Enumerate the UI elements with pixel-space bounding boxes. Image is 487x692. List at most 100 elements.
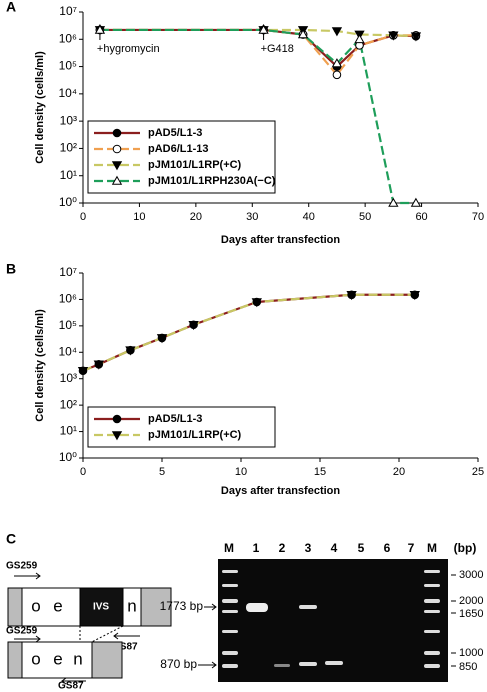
lane-label: 1 [253, 541, 260, 555]
marker [77, 366, 89, 377]
primer-label: GS87 [58, 681, 84, 692]
x-tick-label: 15 [314, 466, 326, 478]
marker [410, 197, 422, 207]
legend-label: pAD5/L1-3 [148, 413, 202, 425]
primer-label: GS259 [6, 626, 38, 637]
band-arrow [198, 661, 217, 669]
y-tick-label: 10⁶ [59, 292, 77, 306]
marker [112, 128, 122, 138]
exon-box [21, 641, 93, 679]
band-label: 1773 bp [160, 599, 204, 613]
exon-label: o [31, 596, 40, 615]
primer-arrow [61, 677, 86, 685]
band [222, 630, 238, 633]
flank [140, 587, 172, 627]
primer-arrow [14, 572, 41, 580]
marker [331, 27, 343, 37]
marker [410, 32, 422, 42]
band [424, 651, 440, 655]
lane-label: (bp) [454, 541, 477, 555]
band [222, 651, 238, 655]
lane-label: 3 [305, 541, 312, 555]
y-tick-label: 10³ [60, 113, 77, 127]
marker-label: 1650 [459, 608, 483, 620]
panel-label: C [6, 531, 16, 547]
band [222, 599, 238, 603]
y-tick-label: 10⁵ [59, 318, 77, 332]
y-axis-label: Cell density (cells/ml) [34, 309, 46, 422]
marker [388, 197, 399, 207]
intron-label: IVS [93, 602, 109, 613]
marker [125, 346, 136, 356]
marker [94, 24, 106, 34]
legend-label: pJM101/L1RP(+C) [148, 429, 242, 441]
panel-c: C o e IVS n GS259 GS87 o e n GS259 GS87 … [6, 531, 483, 692]
legend-label: pAD5/L1-3 [148, 127, 202, 139]
exon-label: o [31, 649, 40, 668]
band [424, 570, 440, 573]
flank [7, 641, 23, 679]
band [325, 661, 343, 665]
chart: B 10⁰ 10¹ 10² 10³ 10⁴ 10⁵ 10⁶ 10⁷ 0 5 10 15 20 25 Days … [6, 261, 484, 497]
marker-ticks [451, 574, 456, 667]
band [222, 664, 238, 668]
band [274, 664, 290, 667]
marker [332, 70, 342, 80]
marker [112, 414, 122, 424]
lane-label: 2 [279, 541, 286, 555]
y-tick-label: 10² [60, 141, 77, 155]
legend-box [87, 406, 276, 448]
y-tick-label: 10⁴ [58, 86, 77, 100]
lane-label: M [224, 541, 234, 555]
exon-label: n [73, 649, 82, 668]
annotation: +G418 [261, 43, 294, 55]
flank [91, 641, 123, 679]
marker [111, 175, 123, 185]
legend-label: pAD6/L1-13 [148, 143, 209, 155]
y-tick-label: 10⁰ [59, 195, 77, 209]
y-tick-label: 10⁴ [58, 344, 77, 358]
y-tick-label: 10² [60, 397, 77, 411]
band [424, 664, 440, 668]
y-tick-label: 10⁰ [59, 450, 77, 464]
exon-label: e [53, 596, 62, 615]
series-line [82, 293, 415, 372]
ladder [222, 570, 440, 668]
x-tick-label: 20 [190, 211, 202, 223]
legend-label: pJM101/L1RPH230A(−C) [148, 175, 276, 187]
exon-label: n [127, 596, 136, 615]
series-line [82, 293, 415, 372]
x-tick-label: 0 [80, 211, 86, 223]
marker [331, 58, 343, 68]
lane-label: 5 [358, 541, 365, 555]
x-tick-label: 30 [246, 211, 258, 223]
exon-label: e [53, 649, 62, 668]
marker [297, 29, 309, 39]
x-tick-label: 10 [133, 211, 145, 223]
lane-label: 6 [384, 541, 391, 555]
lane-label: 4 [331, 541, 338, 555]
marker-label: 850 [459, 661, 477, 673]
marker [409, 290, 420, 301]
band [299, 662, 317, 666]
band-arrow [204, 603, 217, 611]
x-axis-label: Days after transfection [221, 234, 340, 246]
x-tick-label: 5 [159, 466, 165, 478]
lane-label: 7 [408, 541, 415, 555]
x-axis-label: Days after transfection [221, 485, 340, 497]
y-tick-label: 10⁵ [59, 59, 77, 73]
primer-label: GS87 [112, 642, 138, 653]
band [424, 630, 440, 633]
exon-box [21, 587, 81, 627]
band-label: 870 bp [160, 657, 197, 671]
x-tick-label: 70 [472, 211, 484, 223]
y-tick-label: 10⁶ [59, 31, 77, 45]
intron-box [79, 587, 124, 627]
y-axis-label: Cell density (cells/ml) [34, 51, 46, 164]
lane-label: M [427, 541, 437, 555]
primer-arrow [14, 635, 41, 643]
marker-label: 3000 [459, 569, 483, 581]
marker [93, 360, 104, 370]
